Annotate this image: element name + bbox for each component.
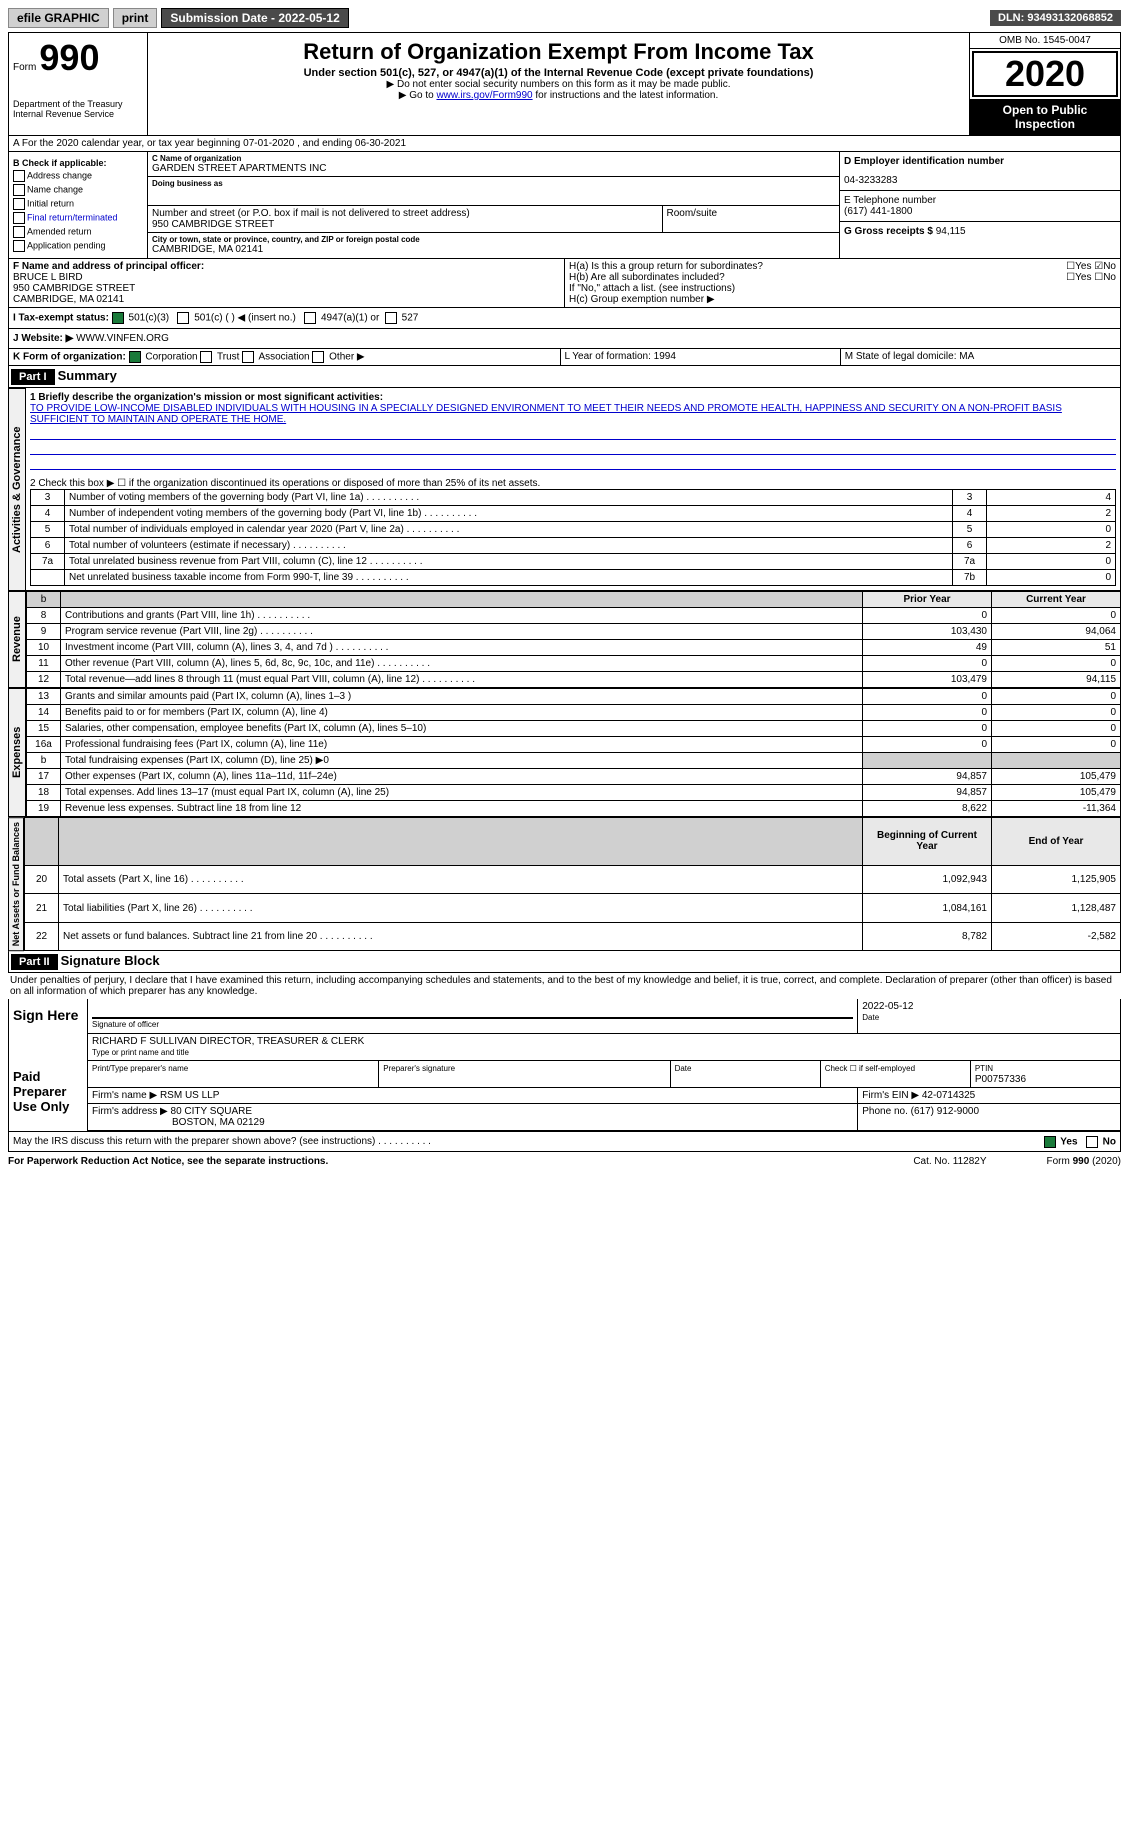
firm-name: RSM US LLP xyxy=(160,1090,219,1101)
section-klm: K Form of organization: Corporation Trus… xyxy=(8,349,1121,366)
footer: For Paperwork Reduction Act Notice, see … xyxy=(8,1156,1121,1167)
section-a: A For the 2020 calendar year, or tax yea… xyxy=(8,136,1121,152)
side-governance: Activities & Governance xyxy=(8,388,26,591)
open-public: Open to Public Inspection xyxy=(970,99,1120,135)
note-goto: ▶ Go to www.irs.gov/Form990 for instruct… xyxy=(152,90,965,101)
side-revenue: Revenue xyxy=(8,591,26,688)
top-bar: efile GRAPHIC print Submission Date - 20… xyxy=(8,8,1121,28)
ptin: P00757336 xyxy=(975,1074,1026,1085)
irs-link[interactable]: www.irs.gov/Form990 xyxy=(436,90,532,101)
dept-treasury: Department of the Treasury Internal Reve… xyxy=(13,99,143,119)
officer-name: BRUCE L BIRD xyxy=(13,272,83,283)
section-i: I Tax-exempt status: 501(c)(3) 501(c) ( … xyxy=(8,308,1121,329)
omb-number: OMB No. 1545-0047 xyxy=(970,33,1120,49)
col-b-checkboxes: B Check if applicable: Address change Na… xyxy=(9,152,148,258)
part2-title: Signature Block xyxy=(61,953,160,968)
tax-year: 2020 xyxy=(972,51,1118,97)
org-name: GARDEN STREET APARTMENTS INC xyxy=(152,163,835,174)
part1-title: Summary xyxy=(58,368,117,383)
efile-button[interactable]: efile GRAPHIC xyxy=(8,8,109,28)
firm-phone: (617) 912-9000 xyxy=(911,1106,979,1117)
city-state-zip: CAMBRIDGE, MA 02141 xyxy=(152,244,835,255)
print-button[interactable]: print xyxy=(113,8,158,28)
section-fgh: F Name and address of principal officer:… xyxy=(8,259,1121,308)
form-number: 990 xyxy=(39,37,99,78)
submission-date: Submission Date - 2022-05-12 xyxy=(161,8,348,28)
phone: (617) 441-1800 xyxy=(844,206,1116,217)
mission-text: TO PROVIDE LOW-INCOME DISABLED INDIVIDUA… xyxy=(30,403,1116,425)
dln: DLN: 93493132068852 xyxy=(990,10,1121,26)
website: WWW.VINFEN.ORG xyxy=(76,333,169,344)
note-ssn: ▶ Do not enter social security numbers o… xyxy=(152,79,965,90)
entity-info: B Check if applicable: Address change Na… xyxy=(8,152,1121,259)
gross-receipts: 94,115 xyxy=(936,226,966,237)
part1-header: Part I xyxy=(11,369,55,385)
firm-ein: 42-0714325 xyxy=(922,1090,975,1101)
form-header: Form 990 Department of the Treasury Inte… xyxy=(8,32,1121,136)
street-address: 950 CAMBRIDGE STREET xyxy=(152,219,658,230)
may-irs-discuss: May the IRS discuss this return with the… xyxy=(8,1132,1121,1152)
officer-signed-name: RICHARD F SULLIVAN DIRECTOR, TREASURER &… xyxy=(92,1036,1116,1047)
part2-header: Part II xyxy=(11,954,58,970)
penalty-statement: Under penalties of perjury, I declare th… xyxy=(8,973,1121,999)
form-subtitle: Under section 501(c), 527, or 4947(a)(1)… xyxy=(152,67,965,79)
side-expenses: Expenses xyxy=(8,688,26,817)
side-netassets: Net Assets or Fund Balances xyxy=(8,817,24,951)
form-title: Return of Organization Exempt From Incom… xyxy=(152,39,965,65)
section-j: J Website: ▶ WWW.VINFEN.ORG xyxy=(8,329,1121,349)
form-ref: Form 990 (2020) xyxy=(1047,1156,1121,1167)
ein: 04-3233283 xyxy=(844,175,1116,186)
form-prefix: Form xyxy=(13,62,36,73)
signature-block: Sign Here Signature of officer 2022-05-1… xyxy=(8,999,1121,1132)
